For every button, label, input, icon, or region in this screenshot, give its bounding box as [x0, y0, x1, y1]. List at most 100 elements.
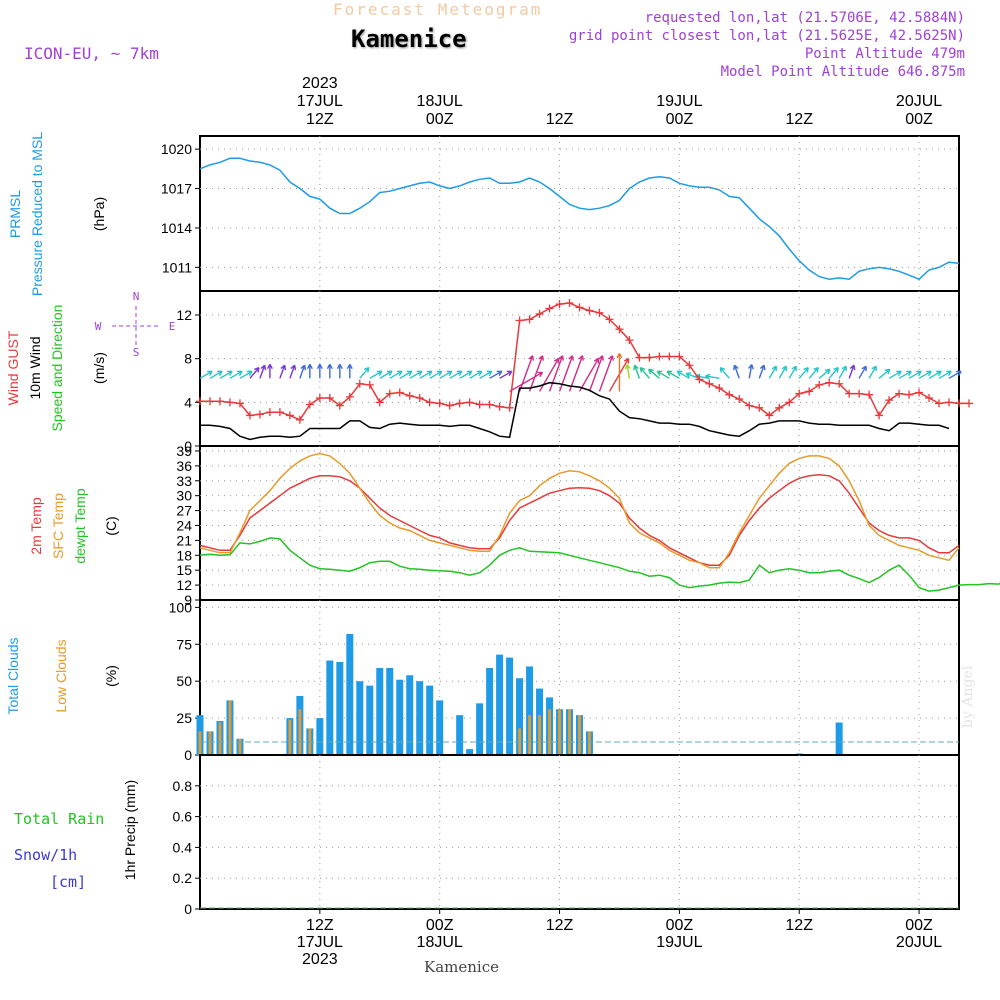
cloud-bar — [568, 709, 571, 755]
gust-marker — [355, 379, 364, 388]
gust-marker — [725, 390, 734, 399]
wind-arrow — [828, 366, 839, 379]
gust-marker — [765, 411, 774, 420]
panel-frame — [199, 445, 960, 601]
cloud-bar — [558, 709, 561, 755]
axis-label: Total Clouds — [5, 637, 21, 714]
wind-arrow — [888, 370, 902, 379]
gust-marker — [825, 378, 834, 387]
y-tick-label: 8 — [184, 351, 192, 367]
cloud-bar — [366, 685, 374, 755]
cloud-bar — [228, 700, 232, 755]
wind-arrow — [808, 366, 819, 379]
y-tick-label: 50 — [176, 673, 192, 689]
product-title: Forecast Meteogram — [333, 0, 543, 19]
gust-marker — [465, 398, 474, 407]
series-line — [199, 474, 960, 566]
wind-arrow — [768, 365, 777, 379]
series-line — [199, 452, 960, 569]
wind-arrow — [788, 365, 797, 379]
wind-arrow — [266, 363, 273, 379]
y-tick-label: 100 — [169, 599, 193, 615]
time-label-bottom: 19JUL — [656, 934, 702, 951]
time-label-bottom: 12Z — [306, 917, 334, 934]
cloud-bar — [198, 731, 202, 755]
cloud-bar — [298, 709, 302, 755]
wind-arrow — [306, 363, 313, 379]
axis-label: (hPa) — [91, 197, 107, 231]
wind-arrow — [479, 370, 493, 379]
wind-arrow — [499, 370, 513, 379]
gust-marker — [715, 384, 724, 393]
wind-arrow — [778, 365, 787, 379]
footer-location: Kamenice — [424, 958, 499, 976]
gust-marker — [305, 400, 314, 409]
y-tick-label: 39 — [176, 443, 192, 459]
axis-label: 1hr Precip (mm) — [122, 780, 138, 880]
gust-marker — [525, 315, 534, 324]
series-line — [199, 537, 1000, 592]
y-tick-label: 0 — [184, 438, 192, 454]
gust-marker — [895, 389, 904, 398]
gust-marker — [735, 395, 744, 404]
wind-arrow — [249, 366, 260, 379]
wind-arrow — [858, 365, 867, 379]
gust-marker — [415, 393, 424, 402]
gust-marker — [445, 401, 454, 410]
cloud-bar — [326, 660, 334, 755]
compass-n: N — [133, 290, 140, 303]
wind-arrow — [918, 370, 932, 379]
cloud-bar — [238, 738, 242, 755]
axis-label: 10m Wind — [27, 336, 43, 399]
wind-arrow — [558, 355, 574, 392]
y-tick-label: 33 — [176, 473, 192, 489]
y-tick-label: 12 — [176, 577, 192, 593]
location-title: Kamenice — [351, 25, 467, 53]
wind-arrow — [259, 364, 267, 379]
time-label-top: 00Z — [426, 111, 454, 128]
y-tick-label: 0 — [184, 901, 192, 917]
wind-arrow — [369, 370, 383, 379]
wind-arrow — [676, 370, 690, 379]
legend-snow-unit: [cm] — [50, 873, 86, 891]
gust-marker — [345, 392, 354, 401]
y-tick-label: 15 — [176, 562, 192, 578]
gust-marker — [285, 411, 294, 420]
cloud-bar — [346, 633, 354, 755]
time-label-bottom: 20JUL — [896, 934, 942, 951]
axis-label: dewpt Temp — [72, 488, 88, 563]
axis-label: SFC Temp — [50, 493, 66, 559]
gust-marker — [815, 380, 824, 389]
gust-marker — [535, 309, 544, 318]
gust-marker — [505, 403, 514, 412]
gust-marker — [945, 398, 954, 407]
y-tick-label: 25 — [176, 710, 192, 726]
cloud-bar — [476, 703, 484, 755]
wind-arrow — [666, 370, 680, 379]
gust-marker — [745, 401, 754, 410]
wind-arrow — [878, 368, 891, 379]
gust-marker — [325, 393, 334, 402]
cloud-bar — [538, 715, 541, 755]
axis-label: (C) — [103, 516, 119, 535]
gust-marker — [495, 402, 504, 411]
gust-marker — [575, 303, 584, 312]
wind-arrow — [528, 355, 545, 392]
cloud-bar — [356, 681, 364, 755]
gust-marker — [875, 411, 884, 420]
wind-arrow — [299, 364, 307, 379]
gust-marker — [515, 316, 524, 325]
gust-marker — [485, 400, 494, 409]
wind-arrow — [509, 371, 544, 393]
gust-marker — [615, 325, 624, 334]
axis-label: Low Clouds — [53, 639, 69, 712]
cloud-bar — [528, 715, 531, 755]
time-label-top: 19JUL — [656, 93, 702, 110]
wind-arrow — [548, 355, 564, 392]
time-label-bottom: 2023 — [302, 951, 338, 968]
cloud-bar — [456, 715, 464, 755]
y-tick-label: 9 — [184, 592, 192, 608]
wind-arrow — [948, 370, 962, 379]
cloud-bar — [208, 731, 212, 755]
gust-marker — [315, 393, 324, 402]
